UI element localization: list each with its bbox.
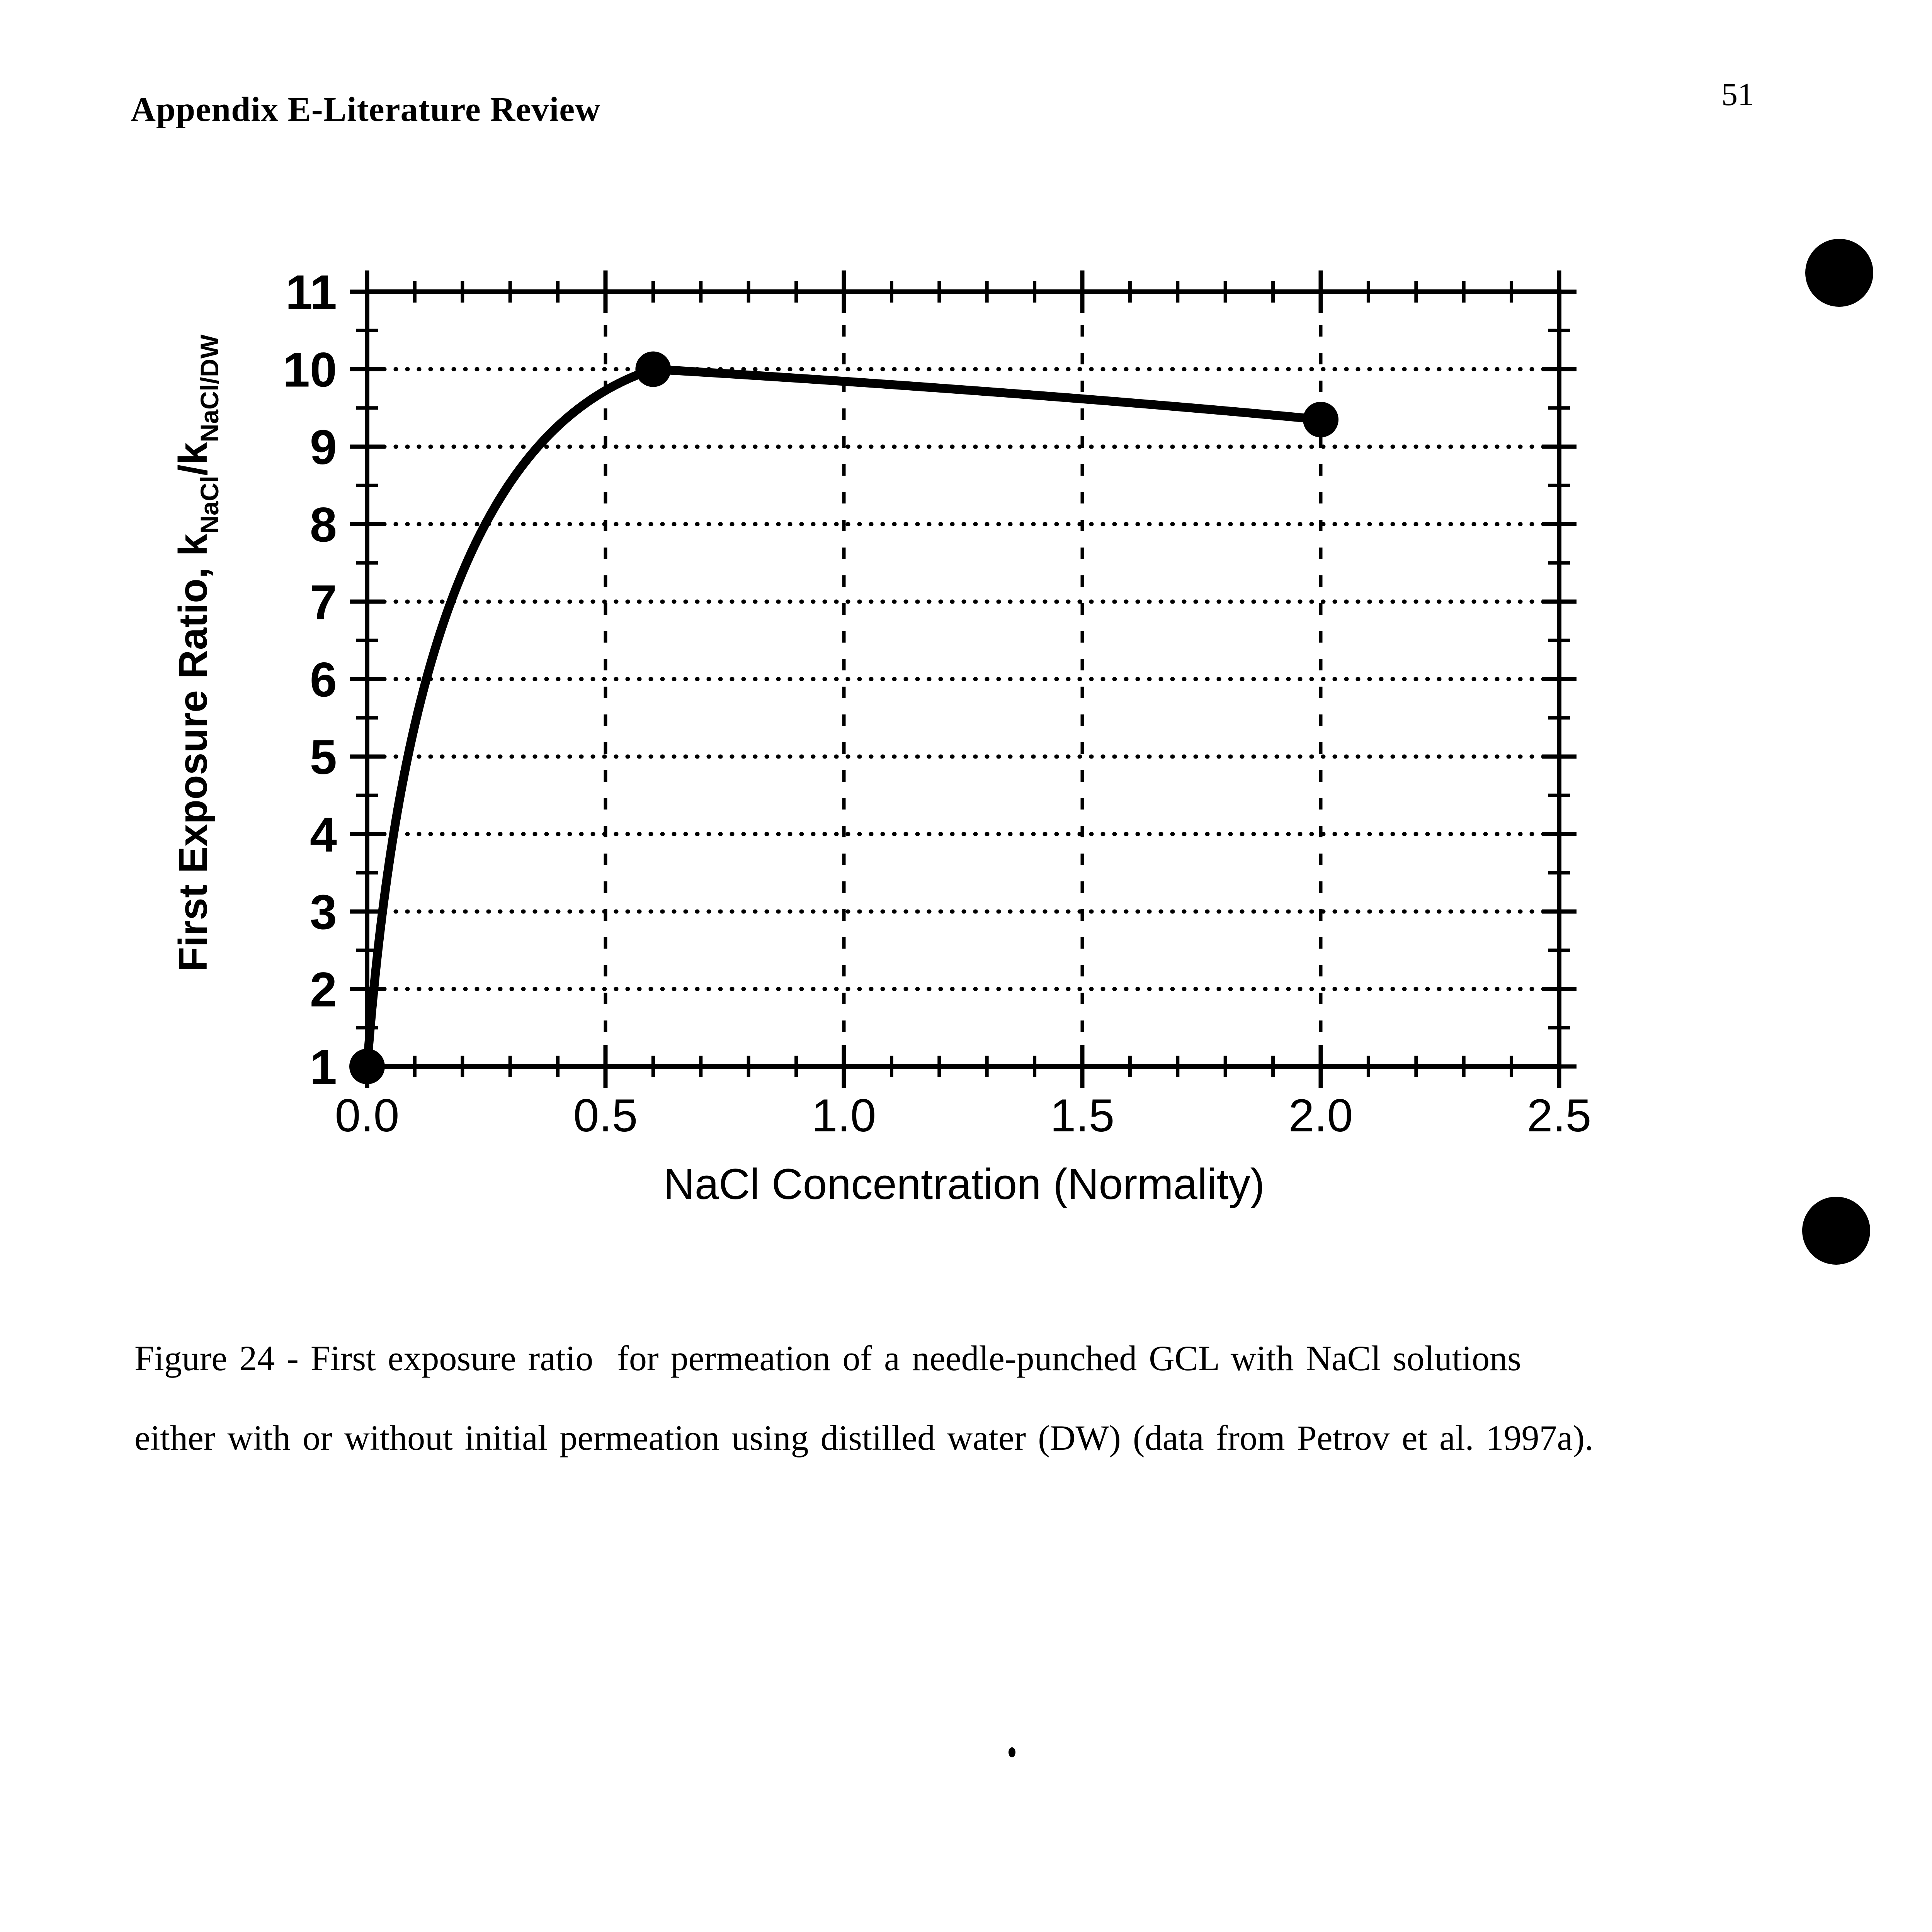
page-number: 51 — [1721, 77, 1754, 112]
appendix-header: Appendix E-Literature Review — [131, 90, 601, 129]
hole-punch-mark — [1805, 239, 1873, 307]
y-axis-title: First Exposure Ratio, kNaCl/kNaCl/DW — [158, 228, 228, 1078]
figure-caption-line-1: Figure 24 - First exposure ratio for per… — [134, 1338, 1521, 1378]
y-axis-tick-label: 2 — [310, 963, 337, 1017]
y-axis-tick-label: 5 — [310, 730, 337, 784]
x-axis-tick-label: 0.5 — [573, 1090, 638, 1141]
data-point — [635, 351, 671, 387]
y-axis-title-text: First Exposure Ratio, k — [171, 534, 216, 972]
y-axis-tick-label: 7 — [310, 575, 337, 629]
y-axis-tick-label: 6 — [310, 653, 337, 707]
x-axis-tick-label: 2.5 — [1527, 1090, 1592, 1141]
y-axis-title-subscript: NaCl — [195, 476, 224, 534]
y-axis-tick-label: 4 — [310, 808, 337, 862]
x-axis-tick-label: 0.0 — [335, 1090, 400, 1141]
y-axis-tick-label: 10 — [283, 343, 337, 397]
y-axis-tick-label: 9 — [310, 420, 337, 474]
y-axis-title-text: /k — [171, 442, 216, 476]
data-point — [349, 1049, 385, 1084]
ink-speck — [1009, 1747, 1015, 1757]
x-axis-tick-label: 1.0 — [812, 1090, 876, 1141]
x-axis-title: NaCl Concentration (Normality) — [663, 1160, 1265, 1208]
y-axis-tick-label: 1 — [310, 1040, 337, 1094]
data-point — [1303, 401, 1338, 437]
hole-punch-mark — [1802, 1197, 1870, 1265]
y-axis-tick-label: 11 — [286, 265, 337, 320]
y-axis-title-subscript: NaCl/DW — [195, 334, 224, 442]
x-axis-tick-label: 1.5 — [1050, 1090, 1115, 1141]
y-axis-tick-label: 3 — [310, 885, 337, 939]
figure-caption-line-2: either with or without initial permeatio… — [134, 1418, 1594, 1458]
x-axis-tick-label: 2.0 — [1289, 1090, 1353, 1141]
y-axis-tick-label: 8 — [310, 498, 337, 552]
